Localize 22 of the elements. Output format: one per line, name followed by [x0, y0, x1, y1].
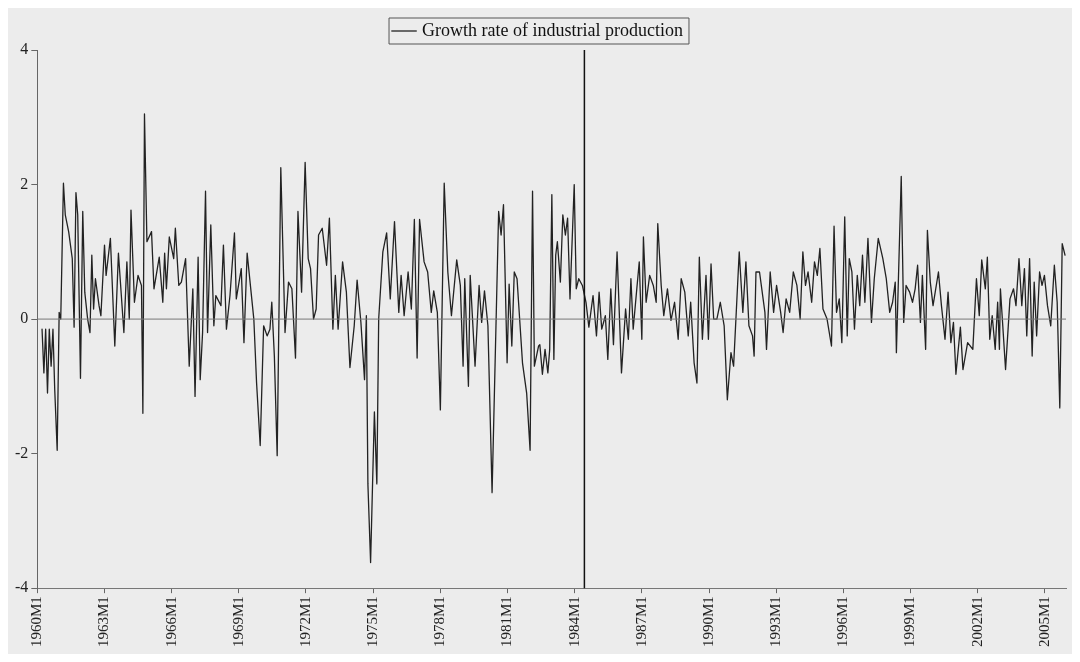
x-tick-label: 1978M1 — [431, 596, 448, 648]
legend-label: Growth rate of industrial production — [422, 19, 683, 40]
x-tick-label: 2005M1 — [1035, 596, 1052, 648]
x-tick-label: 1972M1 — [296, 596, 313, 648]
x-tick-label: 1975M1 — [364, 596, 381, 648]
x-tick-label: 1999M1 — [901, 596, 918, 648]
x-tick-label: 1981M1 — [498, 596, 515, 648]
y-tick-label: 4 — [20, 40, 29, 58]
x-tick-label: 1993M1 — [767, 596, 784, 648]
y-tick-label: -4 — [15, 578, 29, 596]
x-tick-label: 1963M1 — [95, 596, 112, 648]
y-tick-label: 0 — [20, 309, 29, 327]
x-tick-label: 1987M1 — [632, 596, 649, 648]
x-tick-label: 1966M1 — [162, 596, 179, 648]
x-tick-label: 1984M1 — [565, 596, 582, 648]
x-tick-label: 2002M1 — [968, 596, 985, 648]
x-tick-label: 1990M1 — [699, 596, 716, 648]
y-tick-label: -2 — [15, 443, 29, 461]
x-tick-label: 1996M1 — [834, 596, 851, 648]
y-tick-label: 2 — [20, 174, 29, 192]
x-tick-label: 1969M1 — [229, 596, 246, 648]
x-tick-label: 1960M1 — [28, 596, 45, 648]
